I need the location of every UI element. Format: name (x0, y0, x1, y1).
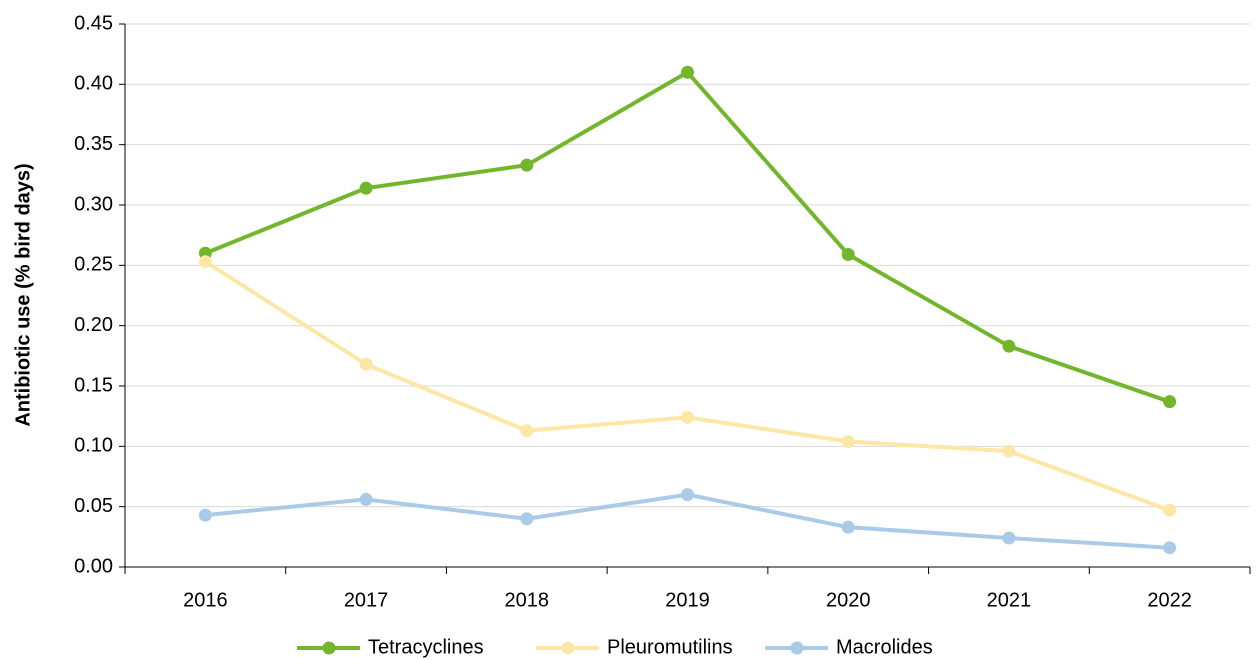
series-line (205, 492, 1170, 550)
y-tick-label: 0.05 (74, 495, 113, 517)
legend-label: Pleuromutilins (607, 636, 733, 658)
y-tick-label: 0.45 (74, 12, 113, 34)
legend-label: Tetracyclines (368, 636, 484, 658)
y-tick-label: 0.15 (74, 374, 113, 396)
marker (198, 508, 212, 522)
marker (359, 357, 373, 371)
marker (681, 65, 694, 79)
y-tick-label: 0.20 (74, 314, 113, 336)
marker (1002, 339, 1016, 353)
marker (1002, 444, 1016, 458)
x-tick-label: 2017 (344, 589, 389, 611)
x-tick-label: 2019 (665, 589, 710, 611)
marker (359, 181, 373, 195)
marker (1002, 531, 1016, 545)
x-tick-label: 2018 (505, 589, 550, 611)
marker (520, 424, 534, 438)
x-tick-label: 2021 (987, 589, 1032, 611)
marker (520, 512, 534, 526)
x-tick-label: 2016 (183, 589, 228, 611)
marker (841, 435, 855, 449)
marker (841, 247, 855, 261)
legend-marker (790, 641, 804, 655)
y-tick-label: 0.10 (74, 435, 113, 457)
y-tick-label: 0.30 (74, 193, 113, 215)
marker (198, 255, 212, 269)
marker (681, 488, 694, 502)
marker (1163, 541, 1177, 555)
marker (681, 410, 694, 424)
y-tick-label: 0.25 (74, 254, 113, 276)
x-tick-label: 2022 (1147, 589, 1192, 611)
y-tick-label: 0.35 (74, 133, 113, 155)
legend-marker (561, 641, 575, 655)
legend-marker (322, 641, 336, 655)
x-tick-label: 2020 (826, 589, 871, 611)
marker (1163, 395, 1177, 409)
marker (841, 520, 855, 534)
marker (520, 158, 534, 172)
marker (1163, 503, 1177, 517)
y-tick-label: 0.00 (74, 555, 113, 577)
y-axis-label: Antibiotic use (% bird days) (12, 163, 34, 426)
y-tick-label: 0.40 (74, 73, 113, 95)
legend-label: Macrolides (836, 636, 933, 658)
marker (359, 492, 373, 506)
